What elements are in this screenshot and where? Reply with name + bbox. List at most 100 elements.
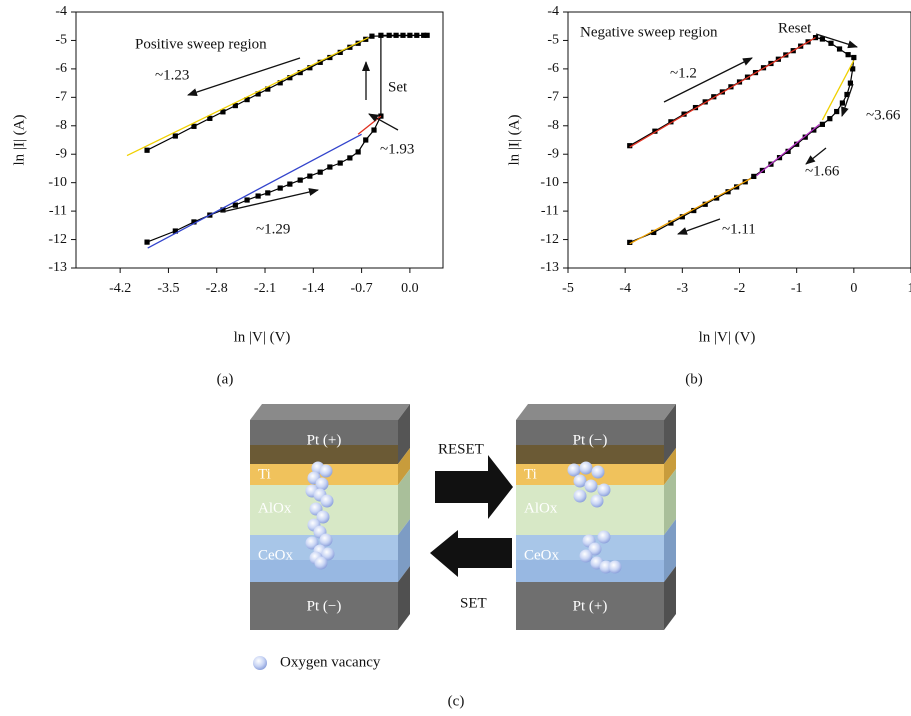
data-point xyxy=(400,32,406,38)
data-point xyxy=(751,173,757,180)
annotation-arrow xyxy=(815,33,858,49)
data-point xyxy=(725,189,731,195)
layer-label: Pt (−) xyxy=(307,598,342,614)
fit-line xyxy=(126,37,369,157)
oxygen-vacancy xyxy=(597,483,611,497)
y-tick-label: -9 xyxy=(55,146,67,161)
y-tick-label: -10 xyxy=(540,175,559,190)
x-tick-label: -4.2 xyxy=(109,281,131,296)
y-tick-label: -6 xyxy=(55,61,67,76)
y-tick-label: -8 xyxy=(55,118,67,133)
block-top xyxy=(516,404,676,420)
data-point xyxy=(265,86,271,92)
data-point xyxy=(220,207,226,213)
data-point xyxy=(702,201,708,207)
oxygen-vacancy xyxy=(590,494,604,508)
panel-label: (a) xyxy=(217,371,234,387)
y-tick-label: -9 xyxy=(547,146,559,161)
data-point xyxy=(191,219,197,225)
x-tick-label: 0 xyxy=(850,281,857,296)
fit-line xyxy=(821,60,855,121)
data-point xyxy=(828,40,834,46)
data-point xyxy=(297,177,303,183)
oxygen-vacancy xyxy=(599,560,613,574)
data-point xyxy=(681,111,687,117)
data-point xyxy=(627,239,633,245)
oxygen-vacancy xyxy=(591,465,605,479)
data-point xyxy=(307,65,313,71)
reset-label: RESET xyxy=(438,441,484,457)
data-point xyxy=(834,108,840,115)
data-point xyxy=(802,134,808,140)
annotation: ~1.2 xyxy=(670,65,697,81)
data-point xyxy=(811,127,817,133)
data-point xyxy=(424,32,430,38)
y-axis-label: ln |I| (A) xyxy=(506,115,522,166)
layer-label: Ti xyxy=(524,466,537,482)
layer-label: Pt (+) xyxy=(573,598,608,614)
y-tick-label: -7 xyxy=(55,90,67,105)
y-tick-label: -13 xyxy=(540,260,559,275)
annotation: ~1.11 xyxy=(722,221,756,237)
data-point xyxy=(819,36,825,42)
reset-arrow xyxy=(435,455,513,519)
data-point xyxy=(244,97,250,103)
data-point xyxy=(668,220,674,226)
data-point xyxy=(255,91,261,97)
data-point xyxy=(371,127,377,133)
data-point xyxy=(845,52,851,58)
y-axis-label: ln |I| (A) xyxy=(11,115,27,166)
annotation: ~3.66 xyxy=(866,107,901,123)
fit-line xyxy=(756,123,820,177)
annotation-arrow xyxy=(841,83,854,117)
y-tick-label: -11 xyxy=(49,203,67,218)
data-point xyxy=(812,35,819,41)
data-point xyxy=(317,59,323,65)
oxygen-vacancy xyxy=(584,479,598,493)
oxygen-vacancy xyxy=(315,477,329,491)
fit-line xyxy=(629,37,816,148)
oxygen-vacancy xyxy=(319,464,333,478)
annotation-arrow xyxy=(187,57,301,96)
data-point xyxy=(651,229,657,236)
layer-side xyxy=(664,519,676,582)
layer-side xyxy=(398,404,410,464)
layer xyxy=(516,560,664,582)
y-tick-label: -7 xyxy=(547,90,559,105)
oxygen-vacancy xyxy=(573,474,587,488)
data-point xyxy=(265,190,271,196)
layer xyxy=(516,582,664,630)
y-tick-label: -8 xyxy=(547,118,559,133)
data-point xyxy=(327,54,333,61)
data-point xyxy=(711,94,717,100)
y-tick-label: -10 xyxy=(48,175,67,190)
data-point xyxy=(839,100,845,106)
data-point xyxy=(255,193,261,199)
data-point xyxy=(317,169,323,175)
data-point xyxy=(386,32,392,38)
layer-side xyxy=(398,448,410,485)
oxygen-vacancy xyxy=(567,463,581,477)
data-point xyxy=(847,80,854,86)
y-tick-label: -4 xyxy=(55,4,67,19)
annotation: ~1.29 xyxy=(256,221,290,237)
x-axis-label: ln |V| (V) xyxy=(234,329,291,345)
data-line xyxy=(146,34,428,243)
data-point xyxy=(393,32,399,38)
data-point xyxy=(836,46,843,52)
data-point xyxy=(232,102,238,109)
annotation: ~1.23 xyxy=(155,67,189,83)
y-tick-label: -4 xyxy=(547,4,559,19)
x-axis-label: ln |V| (V) xyxy=(699,329,756,345)
data-point xyxy=(337,49,343,55)
x-tick-label: -3 xyxy=(676,281,688,296)
annotation-arrow xyxy=(368,113,399,131)
annotation: ~1.66 xyxy=(805,163,840,179)
oxygen-vacancy xyxy=(597,530,611,544)
data-point xyxy=(327,164,333,170)
data-point xyxy=(244,197,250,203)
oxygen-vacancy xyxy=(305,536,319,550)
layer-label: AlOx xyxy=(524,500,558,516)
layer xyxy=(250,582,398,630)
